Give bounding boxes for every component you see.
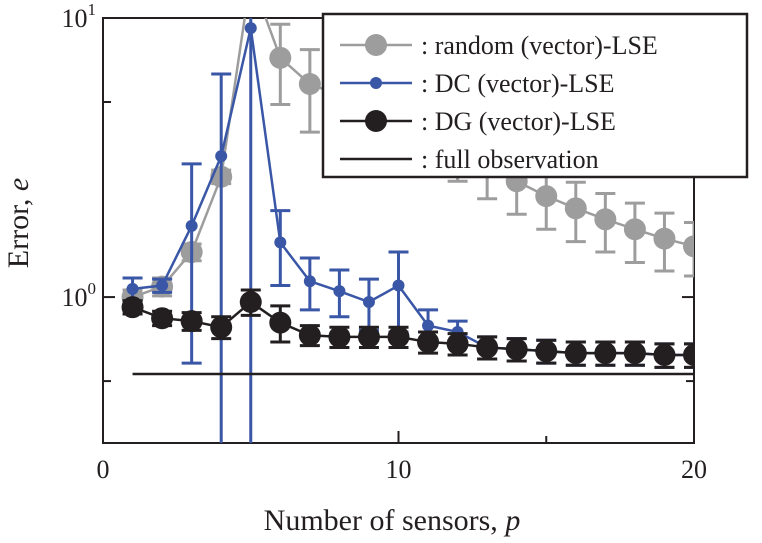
data-point — [333, 285, 346, 298]
data-point — [535, 185, 558, 208]
data-point — [357, 325, 380, 348]
legend-label: : full observation — [421, 145, 599, 174]
data-point — [180, 310, 203, 333]
data-point — [210, 316, 233, 339]
data-point — [328, 325, 351, 348]
data-point — [683, 235, 694, 258]
data-point — [623, 342, 646, 365]
legend: : random (vector)-LSE : DC (vector)-LSE : … — [321, 12, 749, 179]
data-point — [215, 150, 228, 163]
data-point — [156, 279, 169, 292]
data-point — [269, 311, 292, 334]
data-point — [653, 227, 676, 250]
data-point — [422, 319, 435, 332]
data-point — [244, 22, 257, 35]
data-point — [683, 344, 694, 367]
data-point — [298, 73, 321, 96]
legend-label: : DG (vector)-LSE — [421, 107, 616, 136]
y-tick-label: 101 — [62, 0, 97, 33]
data-point — [362, 296, 375, 309]
data-point — [239, 291, 262, 314]
legend-label: : DC (vector)-LSE — [421, 69, 615, 98]
data-point — [417, 331, 440, 354]
data-point — [594, 208, 617, 231]
data-point — [594, 342, 617, 365]
x-axis-label-variable: p — [503, 504, 520, 537]
y-axis-label: Error, e — [2, 178, 35, 268]
data-point — [505, 338, 528, 361]
data-point — [126, 282, 139, 295]
data-point — [535, 340, 558, 363]
legend-box — [321, 12, 749, 179]
data-point — [564, 342, 587, 365]
x-tick-label: 20 — [681, 455, 707, 484]
data-point — [269, 46, 292, 69]
legend-marker — [365, 110, 387, 132]
data-point — [298, 324, 321, 347]
data-point — [392, 279, 405, 292]
data-point — [303, 275, 316, 288]
y-axis-label-variable: e — [2, 178, 35, 191]
x-tick-label: 0 — [97, 455, 110, 484]
data-point — [476, 336, 499, 359]
legend-marker — [370, 77, 382, 89]
data-point — [274, 236, 287, 249]
data-point — [151, 307, 174, 330]
data-point — [623, 218, 646, 241]
x-axis-label-text: Number of sensors, — [264, 504, 498, 537]
y-tick-label: 100 — [62, 279, 97, 312]
legend-marker — [365, 34, 387, 56]
x-tick-label: 10 — [386, 455, 412, 484]
data-point — [564, 197, 587, 220]
data-point — [653, 344, 676, 367]
x-axis-label: Number of sensors, p — [264, 504, 521, 537]
data-point — [387, 325, 410, 348]
series-2 — [121, 288, 694, 369]
legend-label: : random (vector)-LSE — [421, 31, 658, 60]
data-point — [446, 332, 469, 355]
data-point — [185, 219, 198, 232]
data-point — [121, 296, 144, 319]
y-axis-label-text: Error, — [2, 199, 35, 269]
